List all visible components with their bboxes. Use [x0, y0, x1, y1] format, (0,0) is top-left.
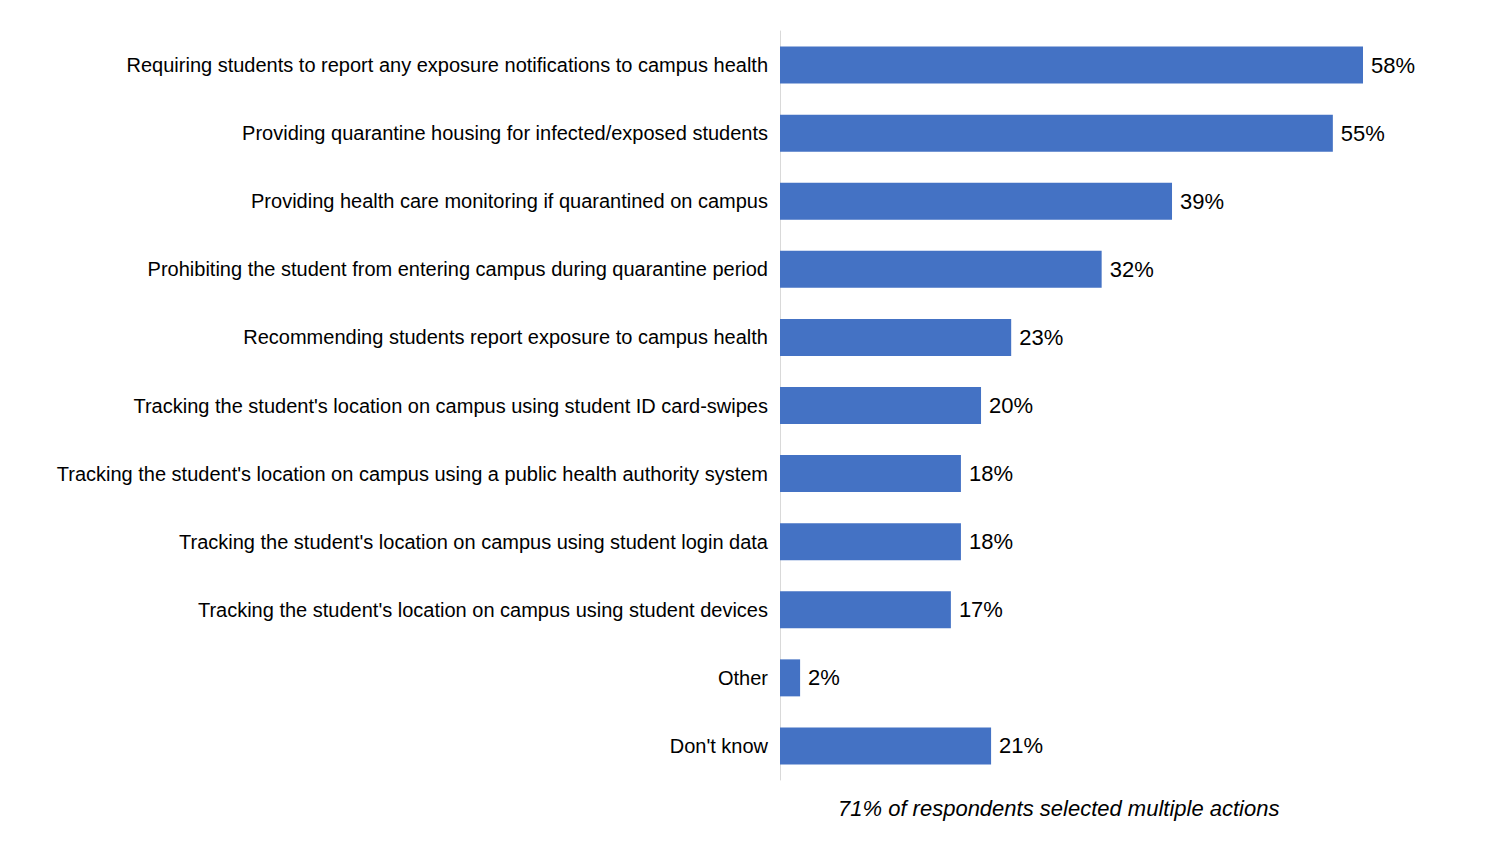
- svg-text:Tracking the student's locatio: Tracking the student's location on campu…: [179, 531, 769, 553]
- svg-text:Providing health care monitori: Providing health care monitoring if quar…: [251, 190, 768, 212]
- svg-text:Requiring students to report a: Requiring students to report any exposur…: [127, 54, 768, 76]
- svg-text:Tracking the student's locatio: Tracking the student's location on campu…: [133, 395, 768, 417]
- svg-text:Prohibiting the student from e: Prohibiting the student from entering ca…: [148, 258, 768, 280]
- svg-text:32%: 32%: [1110, 257, 1154, 282]
- svg-text:39%: 39%: [1180, 189, 1224, 214]
- svg-text:21%: 21%: [999, 733, 1043, 758]
- svg-text:20%: 20%: [989, 393, 1033, 418]
- svg-text:17%: 17%: [959, 597, 1003, 622]
- svg-text:23%: 23%: [1019, 325, 1063, 350]
- svg-text:71% of respondents selected mu: 71% of respondents selected multiple act…: [838, 796, 1279, 821]
- svg-text:Tracking the student's locatio: Tracking the student's location on campu…: [198, 599, 768, 621]
- svg-text:18%: 18%: [969, 529, 1013, 554]
- svg-text:18%: 18%: [969, 461, 1013, 486]
- svg-text:2%: 2%: [808, 665, 840, 690]
- svg-text:58%: 58%: [1371, 53, 1415, 78]
- svg-text:Recommending students report e: Recommending students report exposure to…: [243, 326, 768, 348]
- svg-text:Don't know: Don't know: [670, 735, 769, 757]
- svg-text:Other: Other: [718, 667, 768, 689]
- svg-text:Providing quarantine housing f: Providing quarantine housing for infecte…: [242, 122, 768, 144]
- svg-text:Tracking the student's locatio: Tracking the student's location on campu…: [57, 463, 768, 485]
- svg-text:55%: 55%: [1341, 121, 1385, 146]
